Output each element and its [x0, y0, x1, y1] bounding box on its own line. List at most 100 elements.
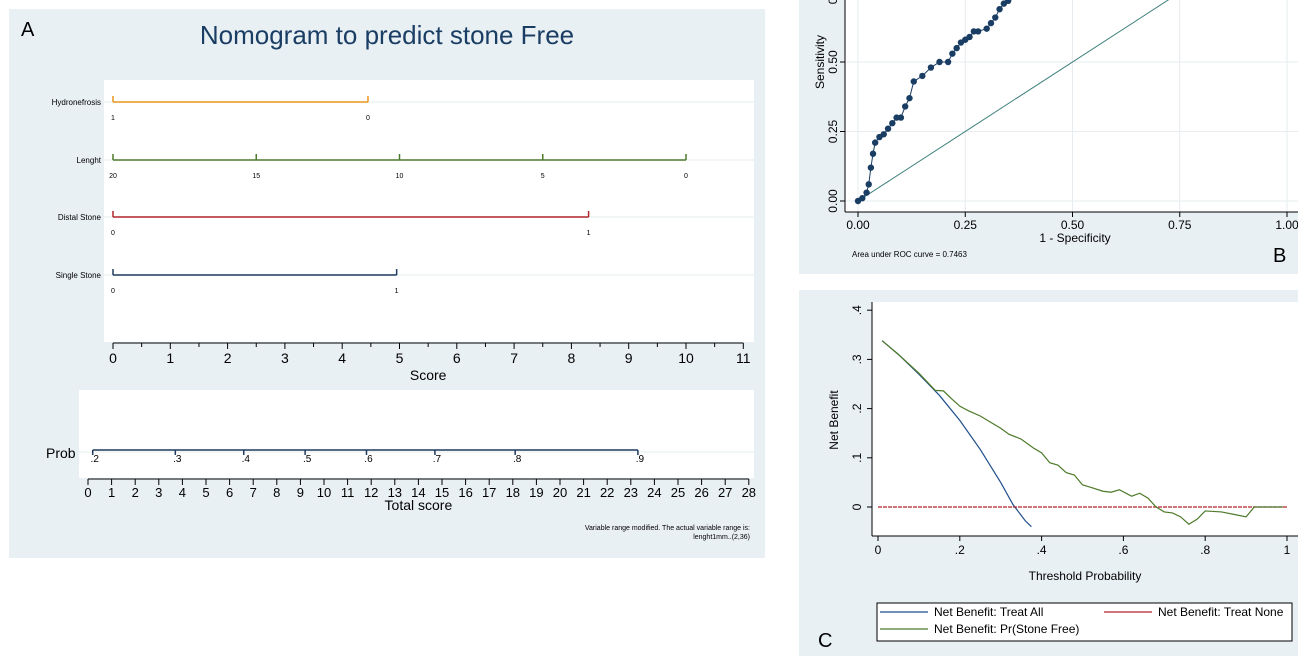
- dca-legend-label: Net Benefit: Treat None: [1158, 605, 1284, 619]
- prob-tick-label: .7: [433, 454, 442, 465]
- prob-tick-label: .8: [513, 454, 522, 465]
- total-tick-label: 14: [411, 485, 425, 500]
- roc-point: [884, 125, 892, 132]
- roc-y-tick-label: 0.75: [826, 0, 840, 4]
- score-tick-label: 3: [281, 350, 289, 366]
- dca-x-tick-label: 0: [875, 543, 882, 557]
- roc-auc-caption: Area under ROC curve = 0.7463: [852, 250, 968, 259]
- total-tick-label: 10: [317, 485, 331, 500]
- prob-tick-label: .4: [242, 454, 251, 465]
- roc-x-tick-label: 0.00: [846, 218, 870, 232]
- roc-point: [953, 44, 960, 52]
- total-tick-label: 5: [202, 485, 209, 500]
- roc-point: [901, 103, 909, 110]
- panel-letter-a: A: [21, 19, 35, 41]
- roc-y-tick-label: 0.50: [826, 50, 840, 74]
- nomogram-points-plot-area: [104, 80, 754, 342]
- variable-tick-label: 0: [366, 115, 370, 122]
- score-tick-label: 1: [166, 350, 174, 366]
- variable-tick-label: 0: [684, 173, 688, 180]
- roc-point: [1004, 0, 1012, 5]
- variable-label: Lenght: [77, 156, 102, 165]
- total-tick-label: 2: [132, 485, 139, 500]
- roc-x-tick-label: 0.75: [1168, 218, 1192, 232]
- total-tick-label: 0: [84, 485, 91, 500]
- total-tick-label: 4: [179, 485, 186, 500]
- roc-point: [880, 131, 887, 138]
- roc-point: [987, 19, 995, 27]
- variable-tick-label: 20: [109, 173, 117, 180]
- variable-label: Distal Stone: [58, 213, 102, 222]
- roc-x-tick-label: 0.50: [1061, 218, 1085, 232]
- roc-curve: [857, 0, 1010, 202]
- total-tick-label: 22: [600, 485, 614, 500]
- dca-y-tick-label: .4: [850, 305, 864, 315]
- total-tick-label: 11: [341, 485, 355, 500]
- score-tick-label: 5: [396, 350, 404, 366]
- dca-x-tick-label: .4: [1037, 543, 1047, 557]
- dca-x-tick-label: .6: [1118, 543, 1128, 557]
- variable-tick-label: 1: [587, 230, 591, 237]
- nomogram-title: Nomogram to predict stone Free: [200, 20, 574, 50]
- total-tick-label: 6: [226, 485, 233, 500]
- prob-tick-label: .5: [303, 454, 312, 465]
- dca-x-axis-label: Threshold Probability: [1029, 569, 1142, 583]
- total-tick-label: 9: [297, 485, 304, 500]
- roc-point: [869, 150, 877, 157]
- range-note-line1: Variable range modified. The actual vari…: [585, 525, 750, 532]
- total-tick-label: 18: [506, 485, 520, 500]
- score-tick-label: 0: [109, 350, 117, 366]
- dca-model-line: [881, 340, 1283, 525]
- total-axis-label: Total score: [385, 497, 453, 513]
- prob-tick-label: .3: [173, 454, 182, 465]
- total-tick-label: 25: [671, 485, 685, 500]
- roc-point: [927, 64, 935, 71]
- variable-tick-label: 10: [396, 173, 404, 180]
- roc-point: [983, 25, 990, 32]
- total-tick-label: 15: [435, 485, 449, 500]
- roc-point: [865, 181, 872, 188]
- dca-legend-label: Net Benefit: Treat All: [934, 605, 1043, 619]
- total-tick-label: 19: [529, 485, 543, 500]
- score-tick-label: 8: [568, 350, 576, 366]
- score-tick-label: 11: [736, 350, 751, 366]
- variable-label: Hydronefrosis: [52, 98, 101, 107]
- total-tick-label: 20: [553, 485, 567, 500]
- roc-point: [974, 28, 982, 35]
- score-tick-label: 10: [678, 350, 694, 366]
- dca-x-tick-label: 1: [1284, 543, 1291, 557]
- variable-tick-label: 0: [111, 288, 115, 295]
- score-tick-label: 2: [224, 350, 232, 366]
- total-tick-label: 3: [155, 485, 162, 500]
- roc-x-axis-label: 1 - Specificity: [1039, 231, 1110, 245]
- prob-label: Prob: [46, 445, 76, 461]
- total-tick-label: 12: [364, 485, 378, 500]
- range-note-line2: lenght1mm..(2,36): [693, 534, 750, 541]
- total-tick-label: 26: [694, 485, 708, 500]
- roc-reference-line: [857, 0, 1170, 202]
- roc-point: [871, 139, 879, 146]
- roc-point: [949, 50, 956, 57]
- panel-letter-b: B: [1273, 245, 1287, 267]
- roc-x-tick-label: 1.00: [1275, 218, 1298, 232]
- roc-point: [897, 114, 905, 121]
- roc-point: [992, 14, 999, 21]
- total-tick-label: 13: [388, 485, 402, 500]
- dca-y-tick-label: .3: [850, 354, 864, 364]
- total-tick-label: 17: [482, 485, 496, 500]
- total-tick-label: 16: [458, 485, 472, 500]
- score-tick-label: 7: [510, 350, 518, 366]
- total-tick-label: 21: [576, 485, 590, 500]
- variable-tick-label: 1: [395, 288, 399, 295]
- variable-label: Single Stone: [56, 271, 102, 280]
- prob-tick-label: .9: [636, 454, 645, 465]
- total-tick-label: 24: [647, 485, 661, 500]
- dca-x-tick-label: .2: [955, 543, 965, 557]
- dca-legend-box: [876, 602, 1293, 642]
- prob-tick-label: .6: [364, 454, 373, 465]
- roc-point: [966, 33, 973, 41]
- score-tick-label: 6: [453, 350, 461, 366]
- variable-tick-label: 5: [541, 173, 545, 180]
- dca-plot-area: [872, 302, 1298, 536]
